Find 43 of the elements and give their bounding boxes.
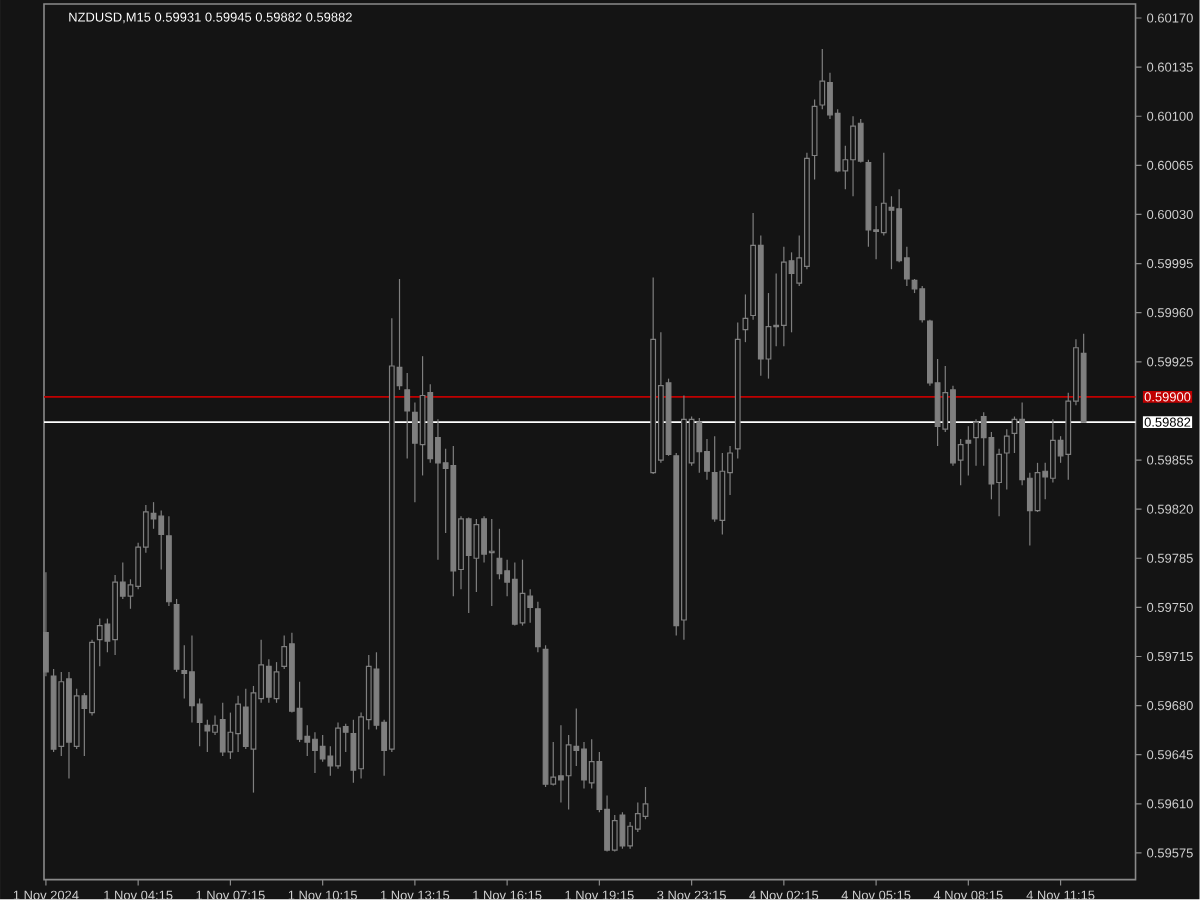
candlestick bbox=[235, 694, 241, 753]
candlestick bbox=[711, 435, 718, 523]
candlestick bbox=[558, 724, 564, 803]
candlestick bbox=[611, 814, 618, 852]
candlestick bbox=[219, 701, 226, 757]
candlestick bbox=[857, 118, 864, 163]
candlestick bbox=[880, 151, 887, 236]
candlestick bbox=[627, 821, 634, 850]
candlestick bbox=[581, 741, 587, 789]
candlestick bbox=[227, 711, 234, 760]
candlestick bbox=[696, 417, 703, 474]
candlestick bbox=[534, 600, 541, 653]
candlestick bbox=[319, 734, 326, 763]
candlestick bbox=[511, 561, 518, 626]
candlestick bbox=[619, 811, 626, 850]
candlestick bbox=[473, 518, 480, 593]
candlestick bbox=[158, 509, 165, 570]
candlestick bbox=[404, 372, 411, 460]
candlestick bbox=[312, 731, 318, 774]
candlestick bbox=[204, 718, 211, 753]
candlestick bbox=[481, 515, 487, 563]
candlestick bbox=[527, 588, 534, 624]
candlestick bbox=[265, 658, 272, 704]
candlestick bbox=[411, 401, 418, 503]
candlestick bbox=[965, 425, 972, 476]
candlestick bbox=[1049, 418, 1056, 483]
candlestick bbox=[919, 285, 926, 323]
candlestick bbox=[788, 251, 795, 333]
candlestick bbox=[888, 195, 895, 270]
candlestick bbox=[242, 687, 249, 750]
candlestick bbox=[496, 527, 503, 580]
candlestick bbox=[819, 48, 826, 110]
candlestick bbox=[973, 418, 979, 467]
candlestick bbox=[565, 734, 572, 810]
candlestick bbox=[181, 644, 188, 699]
candlestick bbox=[189, 634, 195, 723]
candlestick bbox=[465, 516, 472, 614]
candlestick bbox=[350, 718, 357, 784]
candlestick bbox=[1003, 428, 1010, 490]
candlestick bbox=[742, 293, 749, 343]
candlestick bbox=[96, 617, 103, 667]
candlestick bbox=[850, 115, 856, 197]
candlestick bbox=[335, 721, 341, 770]
